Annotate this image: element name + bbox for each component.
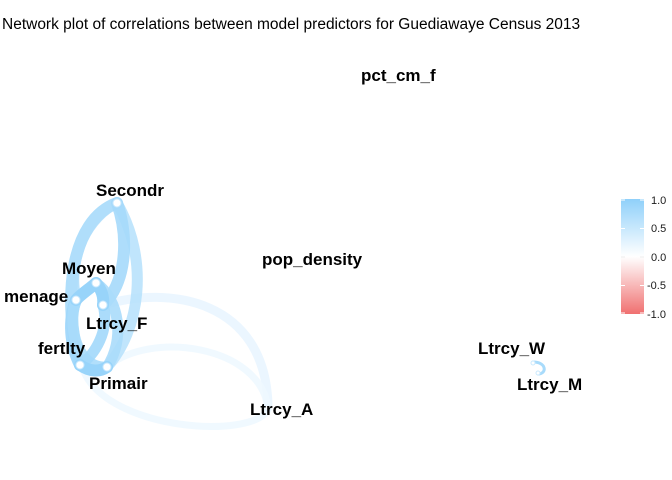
node-label-primair: Primair <box>89 374 148 393</box>
node-label-ltrcy-f: Ltrcy_F <box>86 314 147 333</box>
node-labels: pct_cm_f Secondr pop_density Moyen menag… <box>4 66 582 419</box>
node-point-ltrcy-a <box>264 404 272 412</box>
node-points <box>71 198 541 412</box>
node-point-ltrcy-f <box>98 300 108 310</box>
node-point-secondr <box>112 198 122 208</box>
node-label-menage: menage <box>4 287 68 306</box>
node-point-moyen <box>91 278 101 288</box>
node-point-ltrcy-w <box>530 360 536 366</box>
legend-tick-label: 0.5 <box>651 223 666 235</box>
node-label-moyen: Moyen <box>62 259 116 278</box>
node-point-ltrcy-m <box>535 370 541 376</box>
plot-title: Network plot of correlations between mod… <box>2 16 580 33</box>
node-point-menage <box>71 295 81 305</box>
node-label-pct-cm-f: pct_cm_f <box>361 66 436 85</box>
node-point-primair <box>102 362 112 372</box>
node-label-ltrcy-w: Ltrcy_W <box>478 339 546 358</box>
legend-colorbar <box>621 199 644 314</box>
edge-secondr-menage <box>68 197 123 306</box>
node-label-pop-density: pop_density <box>262 250 363 269</box>
legend-tick-label: 0.0 <box>651 252 666 264</box>
legend: 1.0 0.5 0.0 -0.5 -1.0 <box>621 195 666 321</box>
node-label-ltrcy-a: Ltrcy_A <box>250 400 313 419</box>
node-label-ltrcy-m: Ltrcy_M <box>517 375 582 394</box>
node-label-secondr: Secondr <box>96 181 164 200</box>
edge-ltrcy-f-ltrcy-a <box>98 292 273 410</box>
node-point-fertlty <box>75 360 85 370</box>
edge-fertlty-ltrcy-a <box>80 368 272 430</box>
legend-tick-label: -0.5 <box>647 280 666 292</box>
node-label-fertlty: fertlty <box>38 339 86 358</box>
edge-primair-ltrcy-a <box>103 343 272 412</box>
legend-tick-label: 1.0 <box>651 195 666 207</box>
legend-tick-label: -1.0 <box>647 309 666 321</box>
